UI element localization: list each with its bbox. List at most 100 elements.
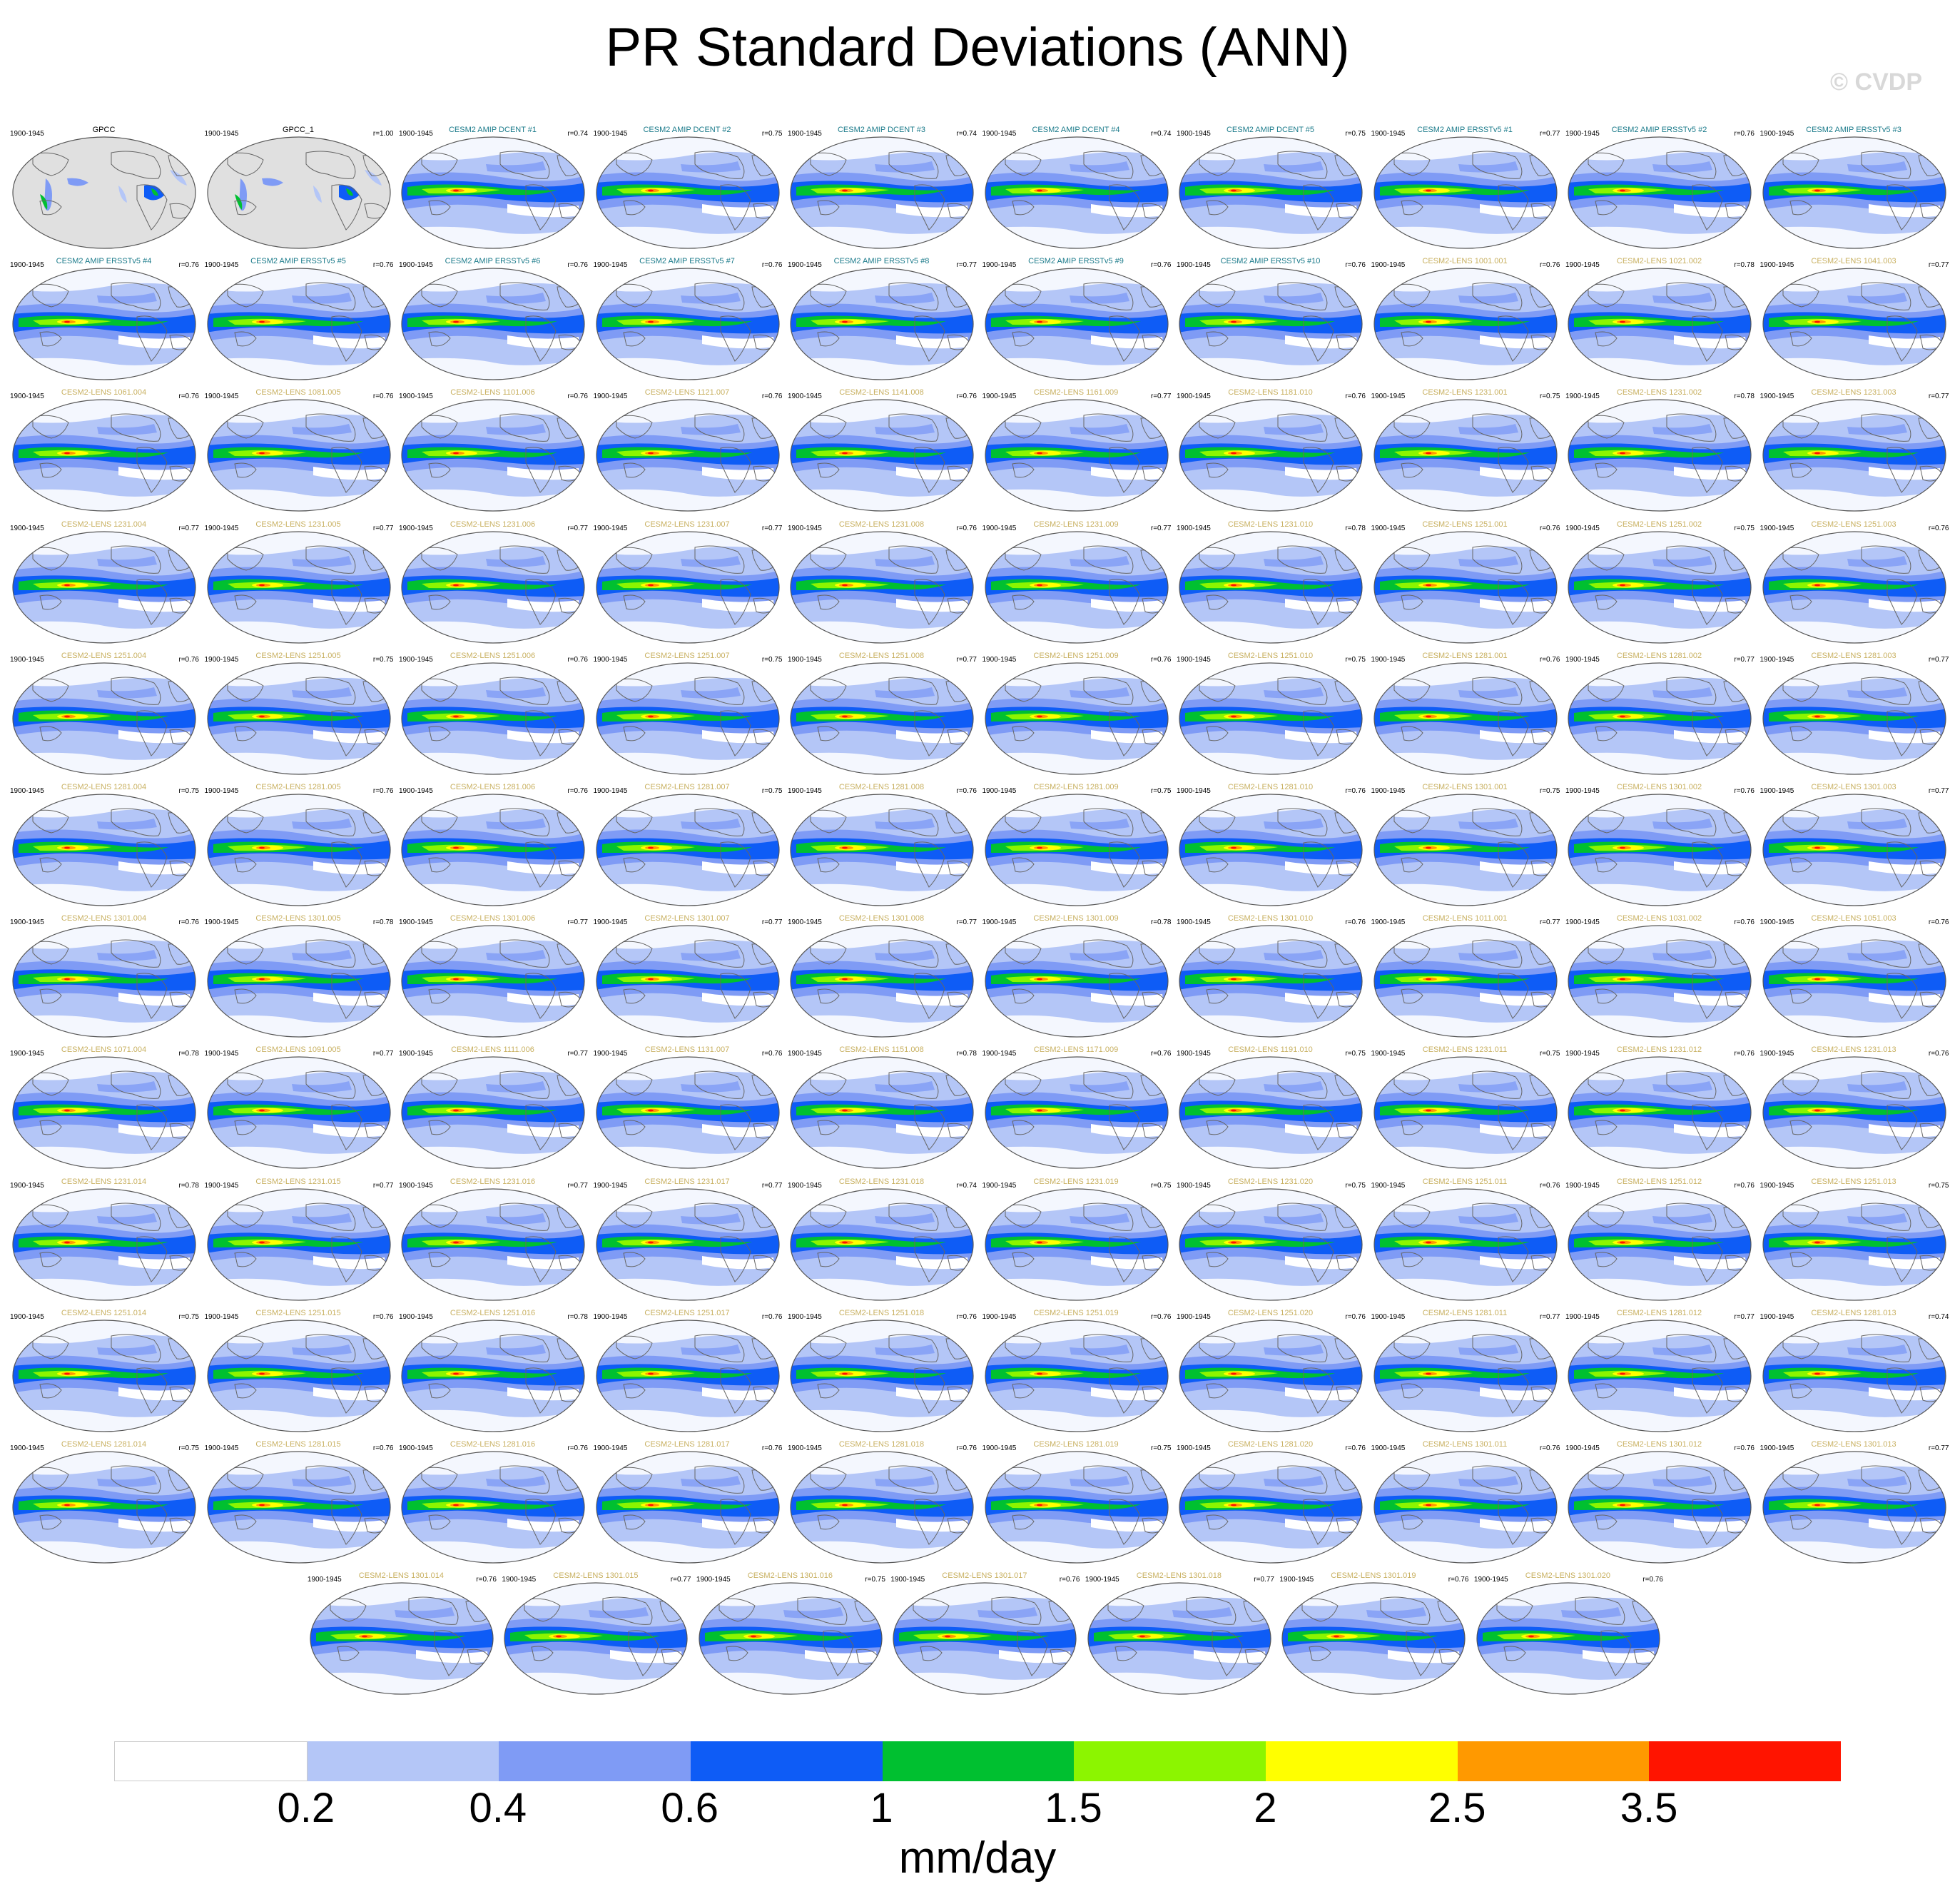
map-plot: [504, 1582, 689, 1695]
colorbar-box: [1074, 1741, 1266, 1781]
panel-title: GPCC_1: [282, 126, 315, 134]
projection-border: [1373, 136, 1558, 249]
map-panel: 1900-1945 CESM2-LENS 1001.001 r=0.76: [1368, 257, 1562, 388]
panel-period: 1900-1945: [593, 1312, 628, 1321]
projection-border: [790, 1188, 974, 1301]
panel-period: 1900-1945: [982, 1312, 1017, 1321]
panel-correlation: r=0.77: [1928, 261, 1949, 270]
map-panel: 1900-1945 CESM2-LENS 1281.003 r=0.77: [1757, 652, 1951, 783]
map-panel: 1900-1945 CESM2 AMIP DCENT #2 r=0.75: [591, 126, 784, 257]
panel-period: 1900-1945: [1177, 1312, 1211, 1321]
panel-period: 1900-1945: [593, 655, 628, 664]
panel-correlation: r=0.76: [1150, 655, 1172, 664]
panel-period: 1900-1945: [1371, 787, 1406, 795]
projection-border: [12, 399, 196, 512]
map-plot: [1373, 662, 1558, 775]
projection-border: [1568, 1188, 1752, 1301]
map-panel: 1900-1945 CESM2-LENS 1281.017 r=0.76: [591, 1440, 784, 1571]
panel-title: CESM2-LENS 1301.015: [553, 1571, 639, 1581]
panel-correlation: r=0.76: [956, 1312, 977, 1321]
panel-period: 1900-1945: [1760, 655, 1794, 664]
panel-period: 1900-1945: [10, 524, 44, 532]
panel-title: CESM2-LENS 1031.002: [1616, 914, 1702, 923]
map-plot: [1568, 1451, 1752, 1564]
panel-correlation: r=0.76: [178, 918, 199, 927]
panel-period: 1900-1945: [1177, 1444, 1211, 1452]
map-plot: [206, 136, 391, 249]
panel-title: CESM2-LENS 1231.002: [1616, 388, 1702, 397]
panel-correlation: r=0.75: [1734, 524, 1755, 532]
panel-period: 1900-1945: [1177, 1181, 1211, 1190]
projection-border: [310, 1582, 494, 1695]
map-panel: 1900-1945 CESM2-LENS 1301.006 r=0.77: [396, 914, 589, 1045]
map-plot: [206, 794, 391, 906]
panel-period: 1900-1945: [10, 918, 44, 927]
map-plot: [790, 1188, 974, 1301]
projection-border: [984, 662, 1169, 775]
panel-period: 1900-1945: [1760, 918, 1794, 927]
panel-period: 1900-1945: [399, 261, 433, 270]
map-panel: 1900-1945 CESM2 AMIP ERSSTv5 #10 r=0.76: [1174, 257, 1367, 388]
panel-period: 1900-1945: [1371, 130, 1406, 138]
map-plot: [1762, 1451, 1946, 1564]
map-panel: 1900-1945 CESM2-LENS 1281.020 r=0.76: [1174, 1440, 1367, 1571]
panel-period: 1900-1945: [593, 1444, 628, 1452]
panel-title: CESM2-LENS 1081.005: [255, 388, 341, 397]
map-panel: 1900-1945 CESM2-LENS 1281.015 r=0.76: [202, 1440, 395, 1571]
projection-border: [790, 662, 974, 775]
map-panel: 1900-1945 CESM2-LENS 1301.005 r=0.78: [202, 914, 395, 1045]
colorbar-box: [307, 1741, 499, 1781]
map-panel: 1900-1945 CESM2-LENS 1301.015 r=0.77: [499, 1571, 692, 1703]
panel-correlation: r=0.76: [372, 787, 394, 795]
projection-border: [1373, 399, 1558, 512]
panel-title: CESM2-LENS 1231.014: [61, 1177, 147, 1186]
panel-period: 1900-1945: [399, 1444, 433, 1452]
map-plot: [1568, 399, 1752, 512]
projection-border: [1373, 1320, 1558, 1432]
panel-correlation: r=0.76: [178, 655, 199, 664]
projection-border: [206, 1056, 391, 1169]
panel-correlation: r=0.76: [1150, 1050, 1172, 1058]
panel-title: CESM2-LENS 1281.017: [644, 1440, 730, 1449]
map-panel: 1900-1945 CESM2-LENS 1281.009 r=0.75: [980, 783, 1173, 914]
panel-period: 1900-1945: [1565, 1312, 1600, 1321]
map-plot: [1476, 1582, 1660, 1695]
panel-period: 1900-1945: [1371, 655, 1406, 664]
projection-border: [206, 1188, 391, 1301]
map-plot: [1568, 136, 1752, 249]
panel-period: 1900-1945: [399, 130, 433, 138]
map-plot: [401, 136, 585, 249]
panel-title: CESM2-LENS 1231.006: [450, 520, 536, 529]
panel-period: 1900-1945: [1177, 130, 1211, 138]
map-plot: [401, 1056, 585, 1169]
map-plot: [984, 925, 1169, 1038]
panel-period: 1900-1945: [982, 1050, 1017, 1058]
map-panel: 1900-1945 CESM2-LENS 1251.010 r=0.75: [1174, 652, 1367, 783]
projection-border: [401, 136, 585, 249]
map-plot: [595, 136, 780, 249]
panel-title: CESM2-LENS 1281.001: [1422, 651, 1508, 660]
colorbar-tick-label: 1: [870, 1785, 893, 1831]
panel-correlation: r=0.77: [1539, 130, 1560, 138]
panel-correlation: r=0.76: [1734, 130, 1755, 138]
panel-title: CESM2-LENS 1251.001: [1422, 520, 1508, 529]
colorbar-box: [1649, 1741, 1842, 1781]
panel-period: 1900-1945: [593, 918, 628, 927]
map-panel: 1900-1945 CESM2-LENS 1011.001 r=0.77: [1368, 914, 1562, 1045]
panel-title: CESM2-LENS 1251.018: [838, 1308, 925, 1317]
panel-period: 1900-1945: [1760, 1181, 1794, 1190]
projection-border: [206, 530, 391, 644]
map-plot: [984, 794, 1169, 906]
panel-correlation: r=0.78: [178, 1050, 199, 1058]
map-panel: 1900-1945 CESM2-LENS 1231.006 r=0.77: [396, 520, 589, 652]
map-plot: [12, 794, 196, 906]
panel-correlation: r=0.76: [1345, 261, 1366, 270]
panel-period: 1900-1945: [204, 1312, 239, 1321]
projection-border: [595, 794, 780, 906]
panel-period: 1900-1945: [10, 1181, 44, 1190]
panel-title: CESM2-LENS 1281.016: [450, 1440, 536, 1449]
projection-border: [401, 1188, 585, 1301]
projection-border: [12, 662, 196, 775]
colorbar-tick-label: 0.2: [277, 1785, 335, 1831]
projection-border: [12, 1451, 196, 1564]
